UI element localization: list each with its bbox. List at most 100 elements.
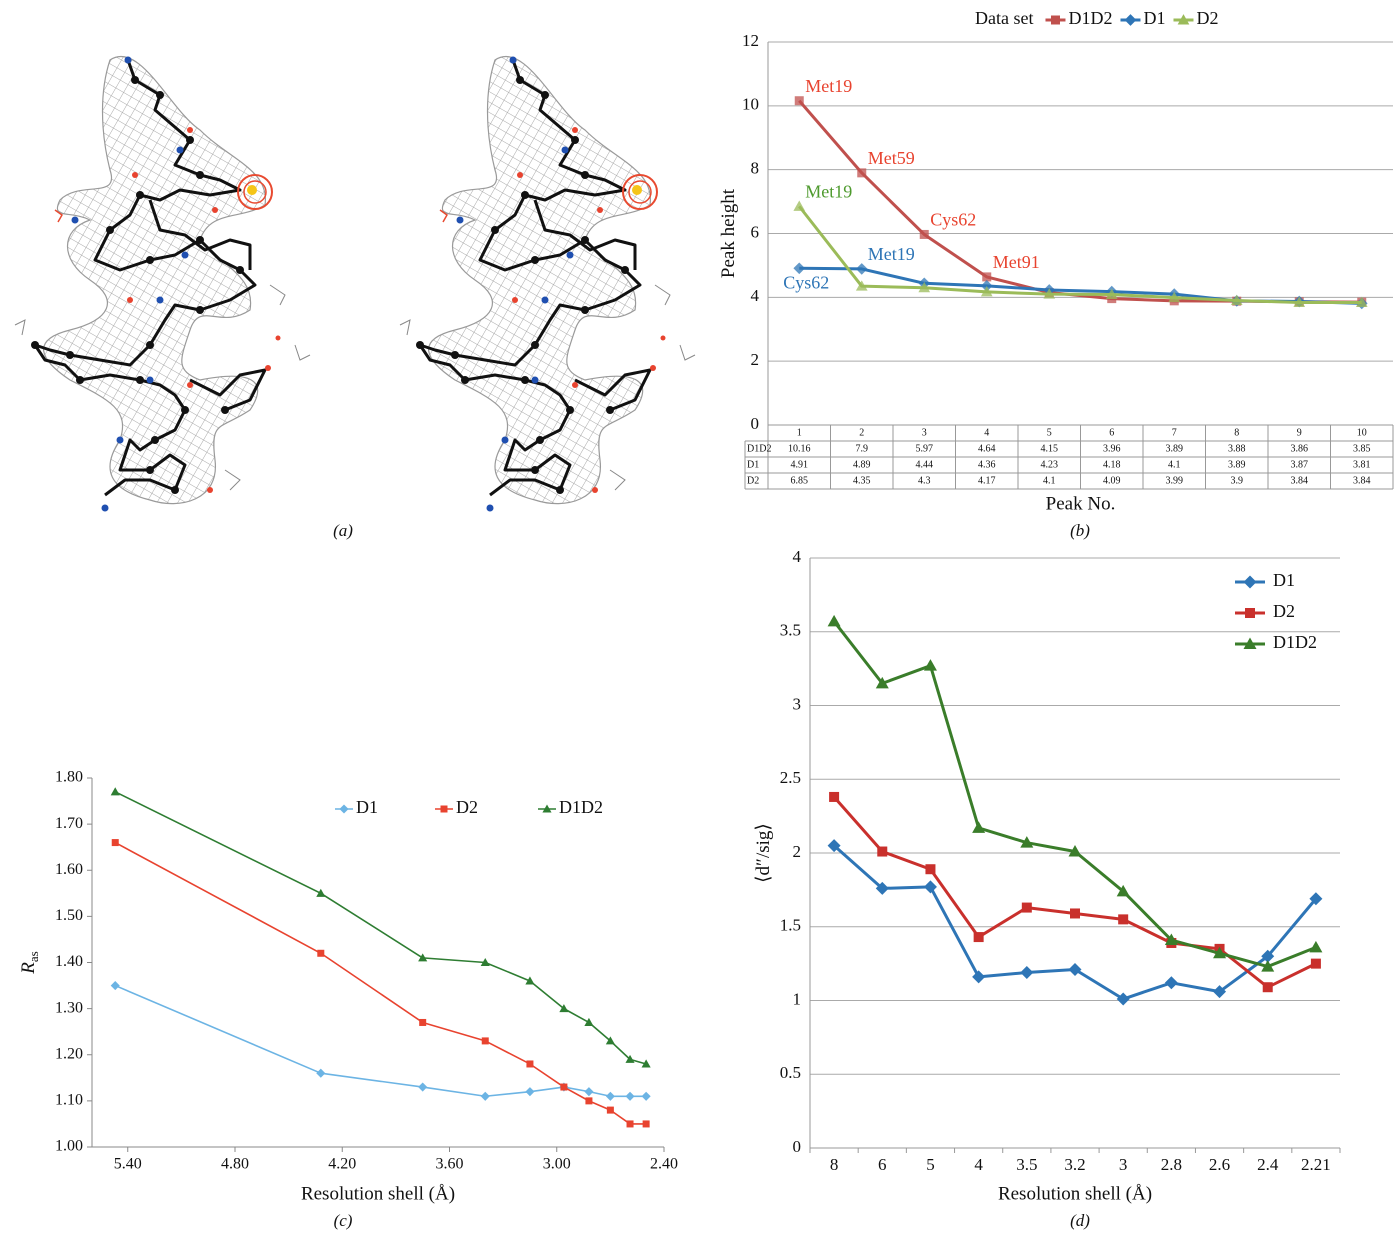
y-tick-label: 1 (793, 989, 802, 1008)
table-value: 3.87 (1291, 459, 1309, 470)
table-value: 5.97 (916, 443, 934, 454)
table-value: 3.89 (1228, 459, 1246, 470)
x-tick-label: 4.20 (328, 1156, 356, 1173)
x-tick-label: 1 (797, 427, 802, 438)
marker (924, 659, 937, 671)
table-value: 4.91 (791, 459, 809, 470)
y-tick-label: 2 (751, 350, 760, 369)
molecule-right (400, 56, 695, 511)
series-line (799, 101, 1362, 302)
marker (1165, 976, 1178, 989)
marker (607, 1107, 614, 1114)
table-value: 4.1 (1168, 459, 1181, 470)
marker (316, 1069, 325, 1078)
point-label: Met91 (993, 252, 1040, 272)
legend-label: D1D2 (559, 797, 603, 817)
marker (925, 864, 935, 874)
x-tick-label: 6 (878, 1155, 887, 1174)
marker (1022, 903, 1032, 913)
table-series-name: D2 (747, 475, 759, 486)
table-series-name: D1D2 (747, 443, 771, 454)
marker (1051, 16, 1060, 25)
x-tick-label: 4 (984, 427, 989, 438)
table-value: 4.18 (1103, 459, 1121, 470)
marker (317, 950, 324, 957)
table-value: 3.88 (1228, 443, 1246, 454)
marker (1125, 14, 1137, 26)
x-tick-label: 8 (1234, 427, 1239, 438)
y-tick-label: 4 (751, 286, 760, 305)
marker (877, 847, 887, 857)
x-tick-label: 5 (1047, 427, 1052, 438)
x-tick-label: 3.00 (543, 1156, 571, 1173)
y-tick-label: 1.20 (55, 1045, 83, 1062)
molecule-left (15, 56, 310, 511)
y-tick-label: 4 (793, 547, 802, 566)
marker (111, 787, 120, 795)
marker (828, 615, 841, 627)
table-value: 4.64 (978, 443, 996, 454)
legend-label: D1 (1273, 570, 1295, 590)
marker (560, 1084, 567, 1091)
marker (606, 1092, 615, 1101)
y-tick-label: 8 (751, 159, 760, 178)
x-tick-label: 5.40 (114, 1156, 142, 1173)
table-value: 3.99 (1166, 475, 1184, 486)
caption: (d) (1070, 1211, 1090, 1230)
x-tick-label: 3 (922, 427, 927, 438)
table-value: 4.35 (853, 475, 871, 486)
y-tick-label: 12 (742, 31, 759, 50)
point-label: Met19 (805, 76, 852, 96)
marker (585, 1097, 592, 1104)
marker (1244, 576, 1257, 589)
x-tick-label: 2.21 (1301, 1155, 1331, 1174)
marker (418, 1082, 427, 1091)
marker (316, 889, 325, 897)
marker (920, 230, 929, 239)
y-tick-label: 6 (751, 222, 760, 241)
table-value: 3.81 (1353, 459, 1371, 470)
x-axis-label: Resolution shell (Å) (998, 1183, 1152, 1204)
y-axis-label: ⟨d″/sig⟩ (753, 823, 774, 883)
caption: (b) (1070, 521, 1090, 540)
y-tick-label: 0 (751, 414, 760, 433)
y-axis-label-sub: as (26, 951, 41, 962)
y-tick-label: 10 (742, 95, 759, 114)
table-value: 4.44 (916, 459, 934, 470)
caption: (a) (333, 521, 353, 540)
y-tick-label: 1.50 (55, 907, 83, 924)
point-label: Met19 (805, 181, 852, 201)
x-tick-label: 2.4 (1257, 1155, 1279, 1174)
table-value: 3.84 (1291, 475, 1309, 486)
table-value: 4.09 (1103, 475, 1121, 486)
x-tick-label: 9 (1297, 427, 1302, 438)
x-axis-label: Peak No. (1046, 493, 1116, 514)
marker (1311, 959, 1321, 969)
table-value: 3.89 (1166, 443, 1184, 454)
marker (793, 201, 805, 211)
marker (419, 1019, 426, 1026)
x-tick-label: 2.40 (650, 1156, 678, 1173)
table-value: 4.15 (1041, 443, 1059, 454)
y-axis-label-text: R (18, 962, 39, 975)
table-value: 3.85 (1353, 443, 1371, 454)
marker (482, 1037, 489, 1044)
y-tick-label: 1.80 (55, 769, 83, 786)
y-tick-label: 2 (793, 842, 802, 861)
x-tick-label: 4 (974, 1155, 983, 1174)
x-tick-label: 3.5 (1016, 1155, 1037, 1174)
x-tick-label: 3 (1119, 1155, 1128, 1174)
marker (625, 1092, 634, 1101)
y-axis-label-text: Peak height (718, 188, 739, 278)
marker (642, 1092, 651, 1101)
marker (643, 1120, 650, 1127)
marker (112, 839, 119, 846)
table-value: 4.23 (1041, 459, 1059, 470)
x-axis-label: Resolution shell (Å) (301, 1183, 455, 1204)
y-tick-label: 2.5 (780, 768, 801, 787)
table-value: 4.89 (853, 459, 871, 470)
point-label: Met59 (868, 148, 915, 168)
y-axis-label: Peak height (718, 188, 739, 278)
marker (1070, 908, 1080, 918)
marker (1069, 963, 1082, 976)
